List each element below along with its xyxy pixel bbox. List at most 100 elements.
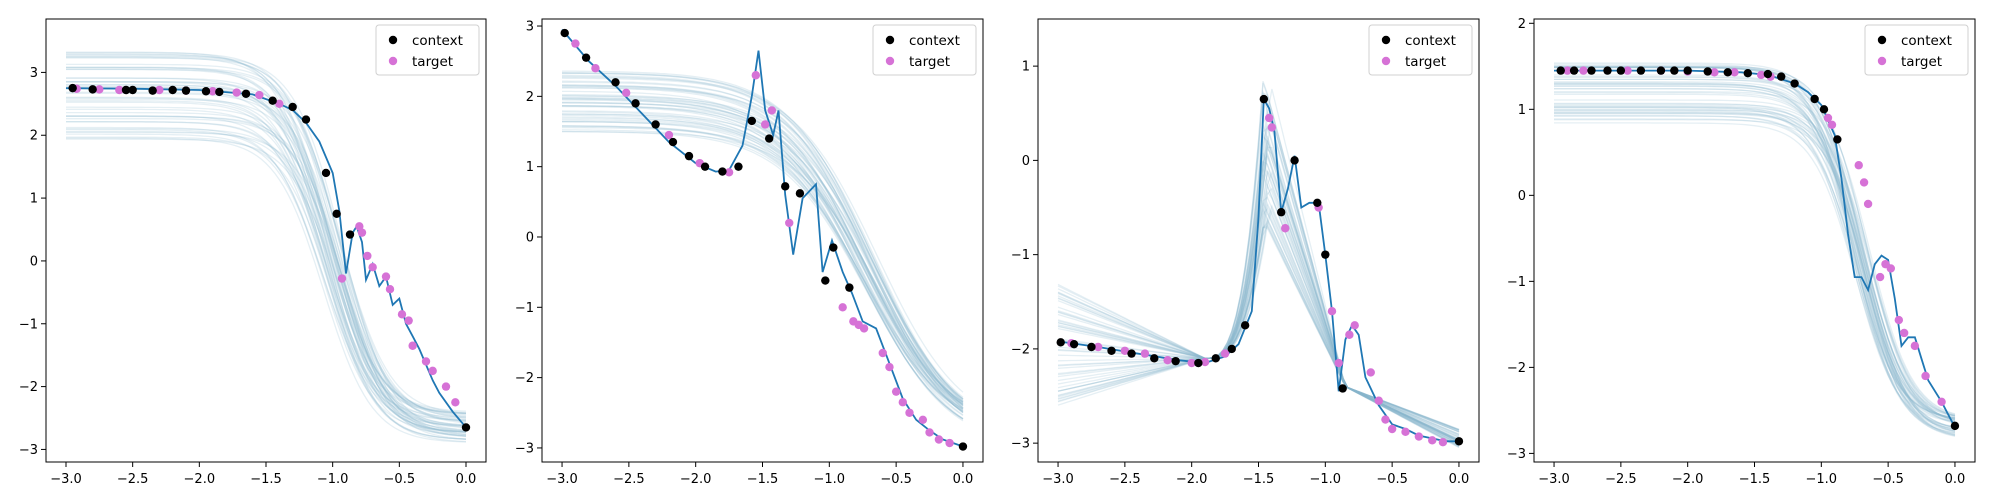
context-point [201, 87, 211, 96]
context-point [1069, 339, 1079, 349]
y-tick-label: 3 [30, 66, 38, 81]
x-tick-label: −1.0 [317, 472, 349, 487]
sample-curve [1554, 115, 1956, 420]
mean-prediction-line [65, 87, 467, 428]
sample-curve [66, 77, 467, 427]
sample-curve [1057, 200, 1460, 436]
sample-curve [562, 120, 964, 409]
sample-curve [1057, 203, 1460, 439]
sample-curve [1554, 81, 1956, 429]
context-point [1819, 105, 1829, 114]
context-point [1763, 69, 1773, 79]
target-point [905, 408, 914, 417]
subplot-4: −3.0 −2.5 −2.0 −1.5 −1.0 −0.5 0.0 −3 −2 −1 0 1 2 cont… [1507, 17, 1976, 487]
x-tick-label: 0.0 [1945, 472, 1966, 487]
context-point [747, 116, 757, 126]
plot-area [65, 51, 471, 443]
sample-curve [562, 121, 964, 420]
y-tick-label: −3 [1011, 437, 1030, 452]
y-tick-label: −2 [1011, 342, 1030, 357]
x-tick-label: −0.5 [880, 472, 912, 487]
target-point [1823, 113, 1833, 123]
subplot-1: −3.0 −2.5 −2.0 −1.5 −1.0 −0.5 0.0 −3 −2 −1 0 1 2 3 con… [19, 18, 487, 487]
target-point [115, 85, 124, 95]
legend-target-marker [1877, 56, 1887, 66]
sample-curve [562, 125, 964, 407]
sample-curve [66, 97, 467, 440]
sample-curve [1554, 78, 1956, 415]
sample-curve [1554, 111, 1956, 436]
sample-curve [562, 104, 964, 410]
target-point [1350, 321, 1359, 330]
context-point [781, 182, 790, 191]
legend: context target [872, 24, 977, 76]
target-point [1854, 161, 1863, 170]
sample-curve [562, 113, 964, 409]
target-point [571, 39, 580, 48]
context-point [1556, 66, 1565, 75]
target-point [751, 71, 761, 80]
sample-curve [1057, 187, 1460, 430]
target-point [1281, 224, 1290, 233]
legend-target-label: target [909, 54, 950, 70]
target-point [1374, 396, 1383, 405]
target-point [767, 106, 777, 115]
x-tick-label: −2.5 [1605, 472, 1637, 487]
sample-curve [1554, 74, 1956, 430]
context-point [1569, 66, 1579, 75]
sample-curve [562, 84, 964, 413]
context-point [121, 85, 131, 95]
sample-curve [66, 66, 467, 426]
context-point [1833, 135, 1842, 144]
target-point [885, 362, 894, 372]
sample-curve [1057, 82, 1460, 443]
sample-curve [66, 137, 467, 443]
context-point [1683, 66, 1692, 75]
sample-curve [562, 85, 964, 404]
target-point [1140, 349, 1150, 358]
legend-context-marker [885, 35, 895, 45]
plot-area [1554, 62, 1960, 437]
sample-curve [66, 55, 467, 432]
subplot-2: −3.0 −2.5 −2.0 −1.5 −1.0 −0.5 0.0 −3 −2 −1 0 1 2 3 con… [515, 18, 984, 487]
context-point [1810, 94, 1819, 104]
sample-curve [1057, 135, 1460, 431]
target-point [1264, 113, 1274, 123]
sample-curve [66, 115, 467, 437]
sample-curve [66, 120, 467, 434]
sample-curve [66, 101, 467, 440]
context-point [1277, 208, 1286, 217]
context-point [1670, 66, 1679, 75]
sample-curve [562, 130, 964, 405]
plot-area [1056, 80, 1464, 449]
context-point [148, 86, 157, 95]
sample-curve [1057, 152, 1460, 436]
sample-curve [1554, 76, 1956, 421]
sample-curve [66, 133, 467, 422]
target-point [1756, 70, 1766, 80]
context-point [560, 28, 569, 38]
context-point [1127, 349, 1136, 358]
target-point [1899, 328, 1909, 338]
sample-curve [66, 96, 467, 434]
target-point [925, 428, 934, 437]
context-point [734, 162, 743, 171]
sample-curve [1057, 217, 1460, 445]
sample-curve [1057, 226, 1460, 441]
legend-box [1864, 24, 1969, 76]
y-tick-label: −3 [1507, 447, 1526, 462]
sample-curve [1057, 111, 1460, 441]
sample-curve [66, 67, 467, 433]
target-point [1414, 432, 1424, 441]
target-point [945, 438, 954, 448]
sample-curve [66, 81, 467, 427]
context-point [128, 85, 137, 95]
x-tick-label: −1.5 [1739, 472, 1771, 487]
context-point [1194, 358, 1203, 368]
context-point [1790, 79, 1799, 88]
sample-curve [562, 81, 964, 400]
target-point [1894, 315, 1904, 325]
context-point [611, 78, 620, 87]
sample-curve [66, 127, 467, 429]
target-point [408, 341, 417, 350]
